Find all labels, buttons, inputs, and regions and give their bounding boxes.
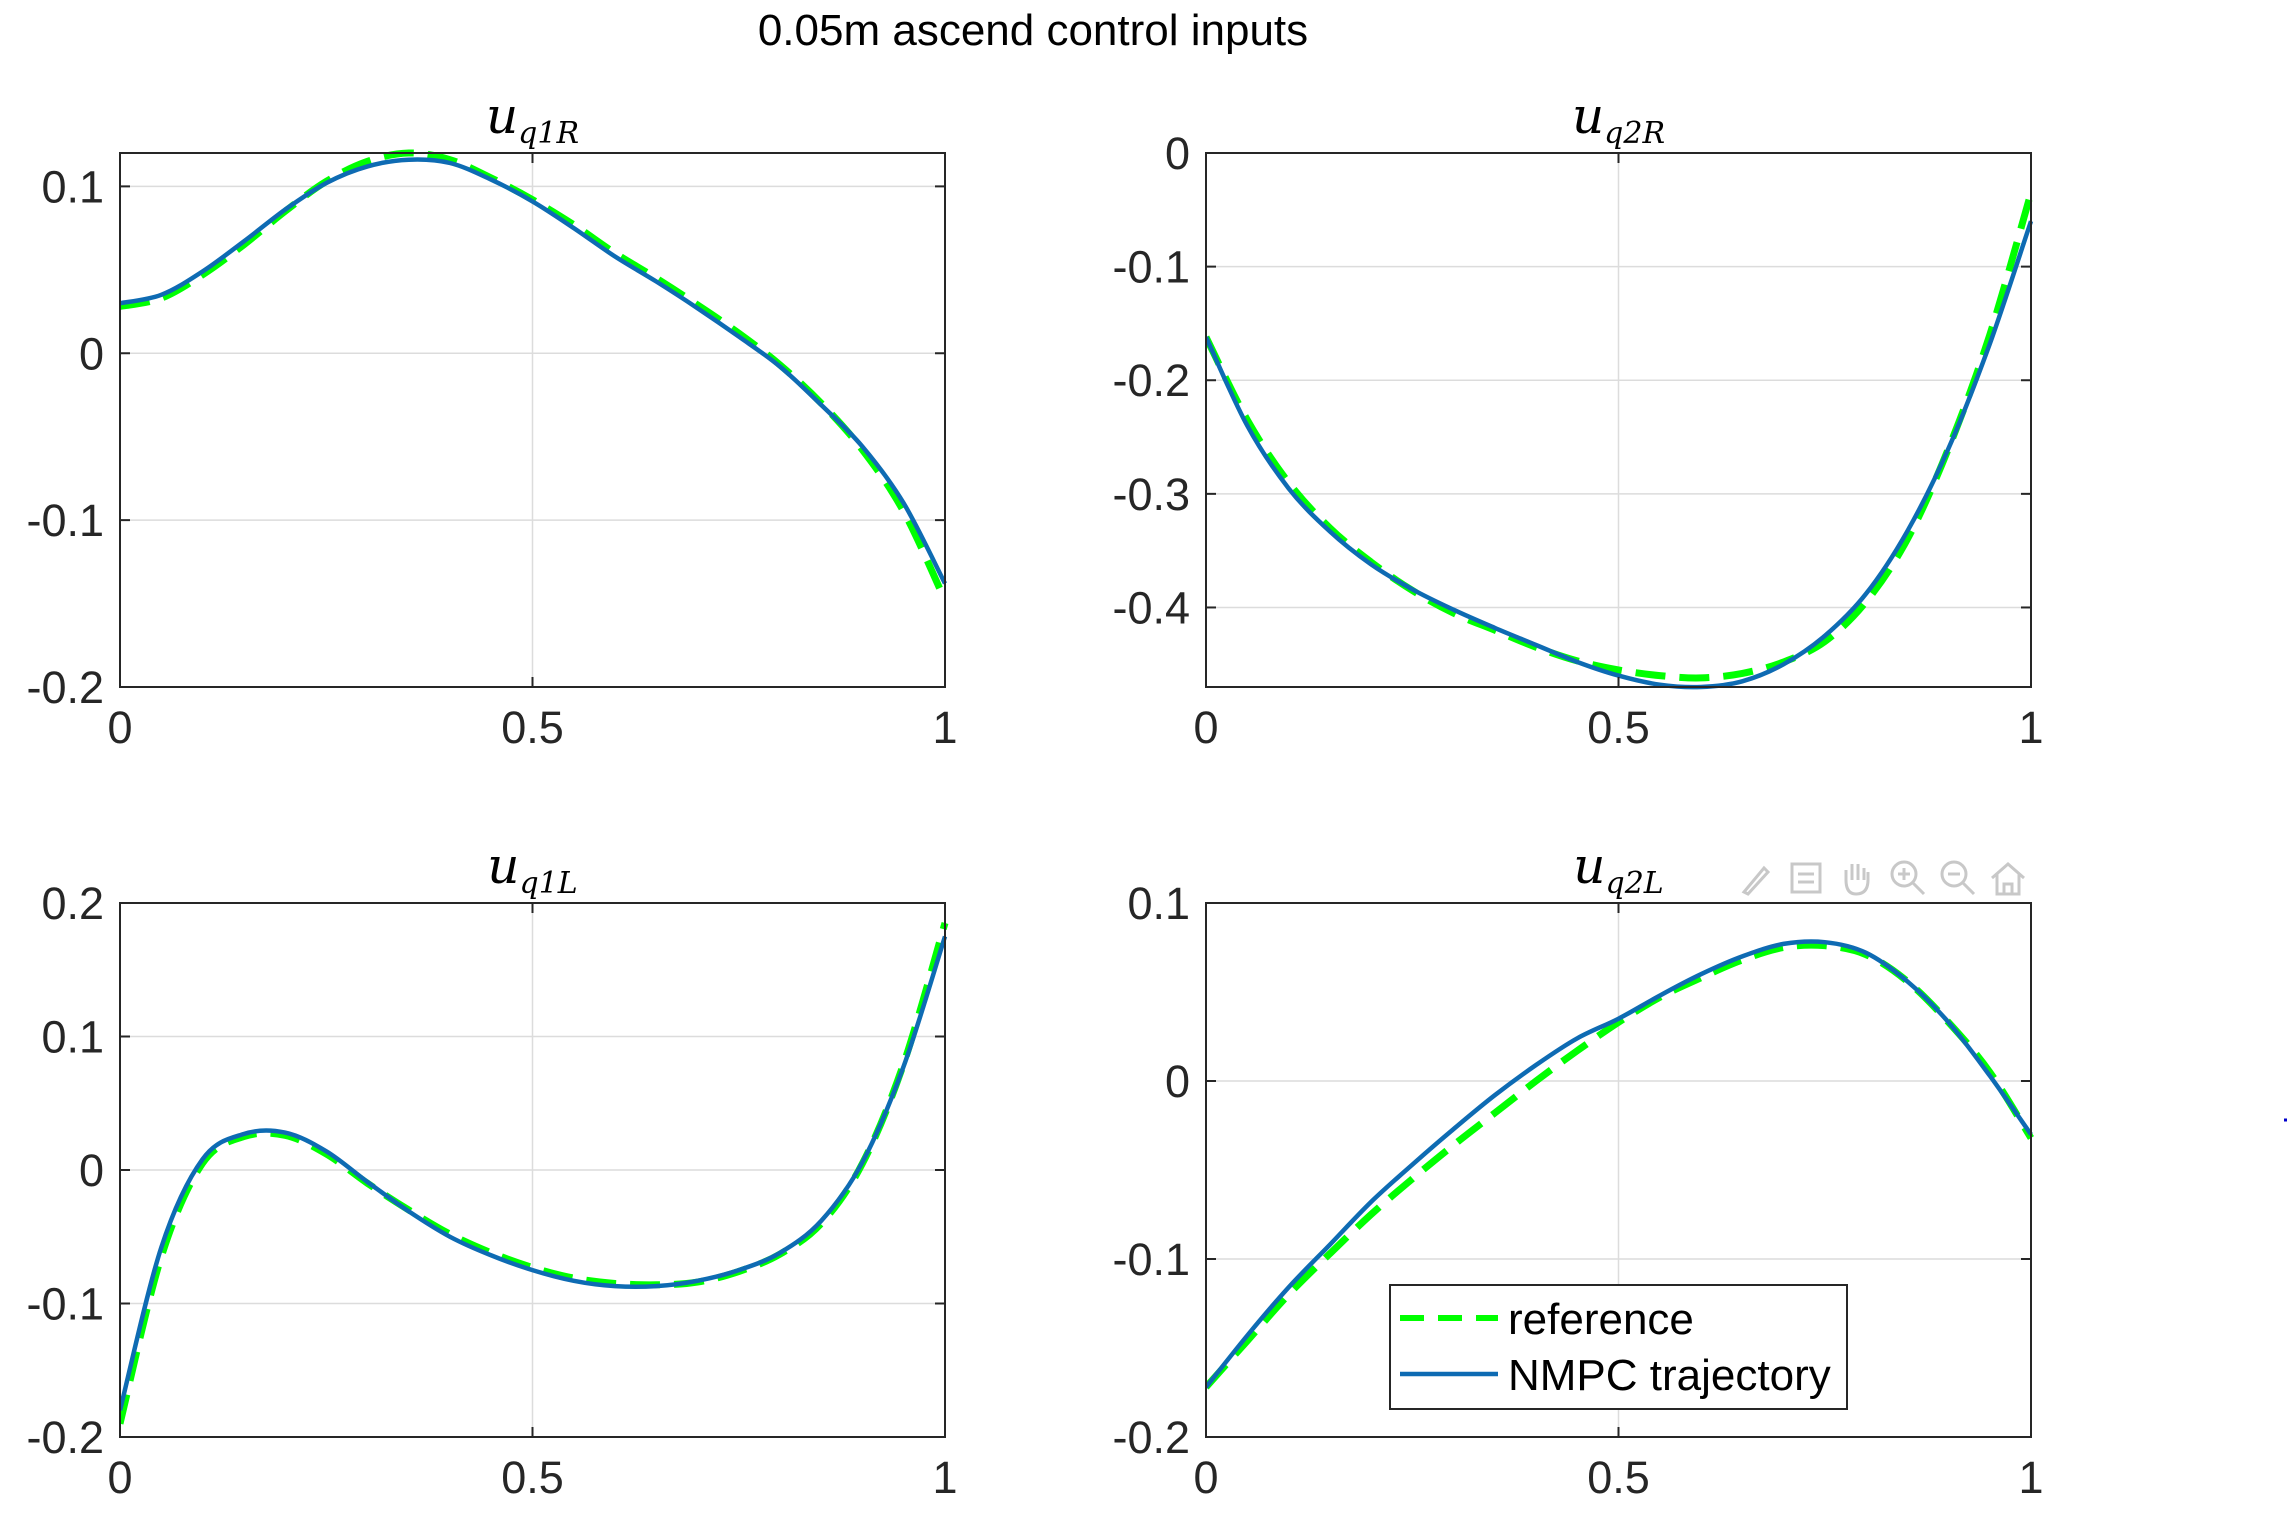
y-tick-label: 0 [1165, 1056, 1190, 1107]
legend-label-reference: reference [1508, 1295, 1694, 1344]
subplot-title-sub: q2R [1604, 116, 1665, 151]
y-tick-label: -0.1 [26, 495, 104, 546]
legend[interactable]: reference NMPC trajectory [1389, 1284, 1848, 1410]
zoom-out-icon[interactable] [1940, 860, 1976, 896]
pan-icon[interactable] [1844, 864, 1870, 896]
x-tick-label: 0 [1193, 1452, 1218, 1503]
series-line-reference [1206, 191, 2035, 682]
series-line-nmpc [1206, 220, 2034, 690]
y-tick-label: -0.1 [26, 1279, 104, 1330]
subplot-title-base: u [1573, 837, 1605, 895]
series-line-nmpc [120, 935, 948, 1411]
subplot-title-base: u [1572, 87, 1604, 145]
y-tick-label: 0 [79, 1145, 104, 1196]
subplot-uq1R[interactable]: 0 0.5 1 -0.2 -0.1 0 0.1 uq1R [26, 87, 957, 753]
zoom-in-icon[interactable] [1890, 860, 1926, 896]
subplot-title-sub: q1R [518, 116, 579, 151]
y-tick-label: -0.4 [1112, 582, 1190, 633]
y-tick-label: -0.2 [26, 1412, 104, 1463]
y-tick-label: -0.1 [1112, 1234, 1190, 1285]
home-icon[interactable] [1991, 862, 2025, 896]
subplot-title-sub: q1L [519, 866, 577, 901]
axes-toolbar[interactable] [1741, 860, 2025, 896]
y-tick-label: -0.1 [1112, 242, 1190, 293]
y-tick-label: 0.1 [41, 1012, 104, 1063]
x-tick-label: 1 [932, 702, 957, 753]
series-line-nmpc [1206, 939, 2033, 1389]
x-tick-label: 1 [2018, 1452, 2043, 1503]
y-tick-label: -0.2 [26, 662, 104, 713]
legend-label-nmpc: NMPC trajectory [1508, 1351, 1831, 1400]
x-tick-label: 0.5 [1587, 1452, 1650, 1503]
brush-icon[interactable] [1741, 865, 1771, 896]
figure-title: 0.05m ascend control inputs [758, 6, 1308, 55]
subplot-uq2L[interactable]: 0 0.5 1 -0.2 -0.1 0 0.1 uq2L [1112, 837, 2043, 1503]
x-tick-label: 1 [2018, 702, 2043, 753]
subplot-title-sub: q2L [1605, 866, 1663, 901]
y-tick-label: 0 [1165, 128, 1190, 179]
subplot-title: uq2L [1573, 837, 1663, 901]
series-line-reference [120, 922, 949, 1425]
subplot-uq1L[interactable]: 0 0.5 1 -0.2 -0.1 0 0.1 0.2 uq1L [26, 837, 957, 1503]
x-tick-label: 0.5 [501, 1452, 564, 1503]
subplot-title-base: u [486, 87, 518, 145]
subplot-title: uq1R [486, 87, 579, 151]
y-tick-label: 0 [79, 328, 104, 379]
y-tick-label: 0.1 [41, 161, 104, 212]
x-tick-label: 0.5 [501, 702, 564, 753]
x-tick-label: 0 [107, 1452, 132, 1503]
series-line-nmpc [120, 157, 947, 585]
subplot-title: uq1L [487, 837, 577, 901]
y-tick-label: -0.2 [1112, 355, 1190, 406]
subplot-title-base: u [487, 837, 519, 895]
y-tick-label: -0.3 [1112, 469, 1190, 520]
x-tick-label: 0 [1193, 702, 1218, 753]
x-tick-label: 0 [107, 702, 132, 753]
y-tick-label: -0.2 [1112, 1412, 1190, 1463]
legend-box [1389, 1284, 1848, 1410]
y-tick-label: 0.2 [41, 878, 104, 929]
subplot-uq2R[interactable]: 0 0.5 1 -0.4 -0.3 -0.2 -0.1 0 uq2R [1112, 87, 2043, 753]
y-tick-label: 0.1 [1127, 878, 1190, 929]
x-tick-label: 0.5 [1587, 702, 1650, 753]
x-tick-label: 1 [932, 1452, 957, 1503]
subplot-title: uq2R [1572, 87, 1665, 151]
datatip-icon[interactable] [1790, 862, 1822, 894]
